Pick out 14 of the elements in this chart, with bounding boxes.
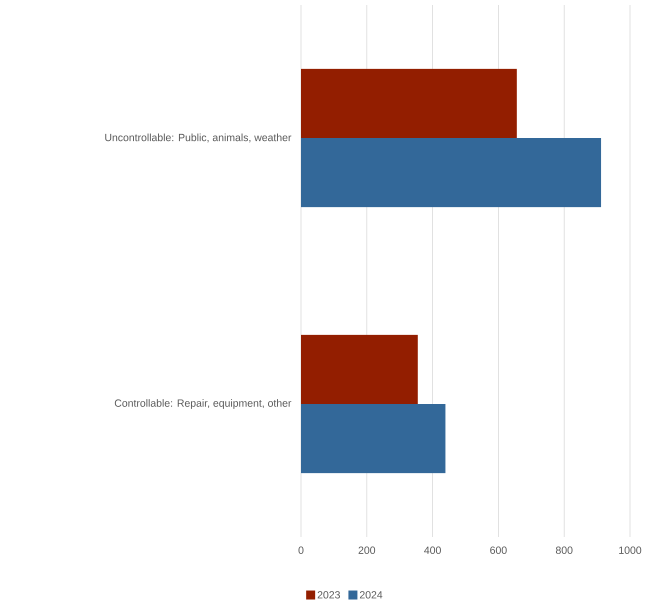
x-tick-label: 400 xyxy=(424,546,441,554)
bar xyxy=(301,68,517,138)
legend-label: 2024 xyxy=(360,591,382,599)
bar xyxy=(301,404,446,474)
x-tick-label: 0 xyxy=(298,546,304,554)
legend-label: 2023 xyxy=(318,591,340,599)
bar xyxy=(301,138,602,208)
y-tick-label: Controllable: Repair, equipment, other xyxy=(114,399,292,409)
x-tick-label: 1000 xyxy=(619,546,642,554)
x-tick-label: 800 xyxy=(556,546,573,554)
y-tick-label: Uncontrollable: Public, animals, weather xyxy=(105,134,292,142)
bar xyxy=(301,334,418,404)
x-tick-label: 600 xyxy=(490,546,507,554)
x-tick-label: 200 xyxy=(358,546,376,554)
